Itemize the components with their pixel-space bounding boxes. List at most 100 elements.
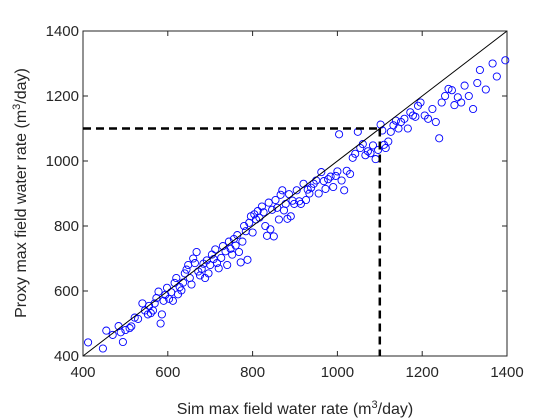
x-tick-label: 1200 [406, 364, 439, 381]
y-axis-label: Proxy max field water rate (m3/day) [11, 68, 30, 318]
data-point [159, 296, 168, 305]
data-point [441, 91, 450, 101]
data-point [351, 149, 360, 158]
data-point [481, 85, 490, 94]
data-point [450, 101, 459, 110]
data-point [172, 273, 181, 283]
data-point [274, 215, 283, 224]
x-tick-label: 400 [70, 364, 95, 381]
data-point [102, 326, 111, 335]
data-point [121, 325, 130, 335]
data-point [257, 202, 266, 211]
data-point [460, 81, 469, 90]
data-point [437, 98, 446, 107]
tick-layer: 400 600 800 1000 1200 1400 400 600 800 1000 1200 14… [46, 23, 524, 381]
data-point [368, 141, 378, 150]
data-point [221, 247, 230, 256]
data-point [424, 114, 433, 123]
data-point [243, 255, 252, 264]
data-point [400, 114, 409, 123]
data-point [156, 319, 165, 328]
data-point [266, 225, 275, 234]
data-point [292, 186, 301, 195]
data-point [211, 245, 220, 254]
x-tick-label: 800 [240, 364, 265, 381]
y-tick-label: 1200 [46, 88, 79, 105]
data-point [168, 296, 177, 305]
data-point [464, 91, 473, 101]
data-point [98, 344, 107, 353]
data-point [403, 124, 412, 133]
data-point [271, 195, 280, 205]
data-point [238, 237, 247, 246]
data-point [501, 56, 510, 65]
y-tick-label: 600 [54, 283, 79, 300]
data-point [348, 153, 357, 162]
data-point [154, 287, 163, 296]
y-tick-label: 800 [54, 218, 79, 235]
data-point [305, 189, 314, 198]
data-point [228, 250, 237, 259]
data-point [177, 286, 186, 295]
data-point [457, 98, 466, 107]
data-point [384, 137, 393, 146]
data-point [286, 212, 295, 221]
x-axis-label-tail: /day) [378, 401, 414, 418]
data-point [329, 182, 338, 192]
data-point [326, 172, 335, 181]
data-point [363, 147, 372, 156]
data-point [214, 264, 223, 273]
y-axis-label-tail: /day) [13, 68, 30, 104]
y-tick-label: 1000 [46, 153, 79, 170]
data-point [435, 134, 444, 143]
x-tick-label: 1400 [490, 364, 523, 381]
data-point [108, 330, 117, 339]
data-point [346, 169, 355, 179]
data-point [492, 72, 501, 81]
data-point [469, 104, 478, 114]
data-point [231, 241, 240, 250]
data-point [212, 259, 222, 268]
data-point [314, 189, 323, 198]
data-point [223, 260, 232, 270]
data-point [324, 175, 333, 184]
data-point [278, 186, 287, 195]
data-point [290, 199, 299, 208]
data-point [361, 151, 370, 160]
y-axis-label-superscript: 3 [11, 104, 23, 110]
data-point [118, 337, 127, 347]
data-point [84, 338, 93, 347]
data-point [391, 116, 400, 125]
data-point [337, 176, 346, 185]
data-point [127, 322, 136, 331]
data-point [192, 247, 201, 257]
data-point [189, 254, 198, 263]
data-point [248, 228, 257, 237]
data-point [217, 253, 226, 262]
data-point [475, 65, 484, 75]
data-point [317, 168, 326, 177]
data-point [264, 198, 273, 207]
x-axis-label: Sim max field water rate (m3/day) [177, 399, 413, 418]
data-point [273, 203, 282, 212]
data-point [366, 149, 375, 158]
data-point [268, 205, 277, 214]
data-point [374, 145, 383, 154]
data-point [190, 259, 199, 268]
data-point [236, 258, 245, 267]
data-point [125, 324, 134, 333]
data-point [157, 310, 166, 319]
data-point [431, 117, 440, 127]
data-point [296, 199, 305, 208]
data-point [473, 78, 482, 88]
data-point [130, 313, 139, 322]
data-point [134, 314, 143, 323]
data-point [340, 186, 349, 195]
y-tick-label: 1400 [46, 23, 79, 40]
x-tick-label: 600 [155, 364, 180, 381]
data-point [301, 195, 311, 205]
data-point [146, 309, 155, 318]
data-point [116, 328, 125, 337]
y-tick-label: 400 [54, 348, 79, 365]
data-point [319, 177, 328, 186]
